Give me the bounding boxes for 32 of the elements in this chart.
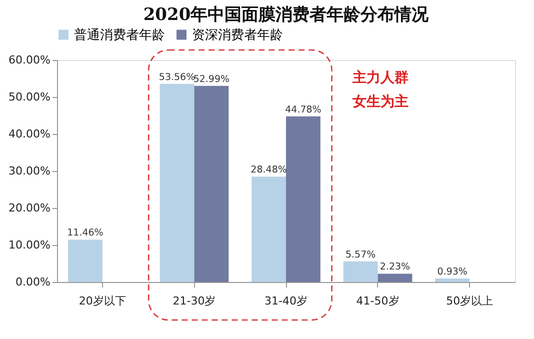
bar xyxy=(194,86,229,282)
y-tick-label: 0.00% xyxy=(16,276,50,288)
y-tick-label: 30.00% xyxy=(8,164,50,178)
data-label: 53.56% xyxy=(158,72,196,83)
bar xyxy=(286,116,320,282)
x-tick-label: 31-40岁 xyxy=(264,294,308,308)
bar xyxy=(435,278,470,282)
annotation: 主力人群 xyxy=(351,69,408,86)
bar xyxy=(252,176,286,282)
data-label: 2.23% xyxy=(380,262,410,273)
bar xyxy=(343,261,378,282)
data-label: 52.99% xyxy=(193,74,230,85)
y-tick-label: 40.00% xyxy=(8,128,50,140)
x-tick-label: 21-30岁 xyxy=(172,294,216,308)
legend-label: 普通消费者年龄 xyxy=(74,26,165,43)
annotation: 女生为主 xyxy=(351,93,408,110)
data-label: 44.78% xyxy=(285,104,322,116)
bar xyxy=(378,274,412,282)
chart-title: 2020年中国面膜消费者年龄分布情况 xyxy=(143,5,430,25)
x-tick-label: 41-50岁 xyxy=(356,294,400,308)
data-label: 5.57% xyxy=(345,249,376,260)
data-label: 11.46% xyxy=(67,228,104,239)
y-tick-label: 50.00% xyxy=(8,90,50,104)
data-label: 0.93% xyxy=(437,266,468,278)
y-tick-label: 10.00% xyxy=(8,238,50,252)
bar xyxy=(160,84,194,282)
y-tick-label: 20.00% xyxy=(8,202,50,214)
x-tick-label: 50岁以上 xyxy=(446,294,494,308)
x-tick-label: 20岁以下 xyxy=(78,294,126,308)
legend-label: 资深消费者年龄 xyxy=(192,28,283,43)
y-tick-label: 60.00% xyxy=(8,54,50,66)
bar xyxy=(68,240,102,282)
